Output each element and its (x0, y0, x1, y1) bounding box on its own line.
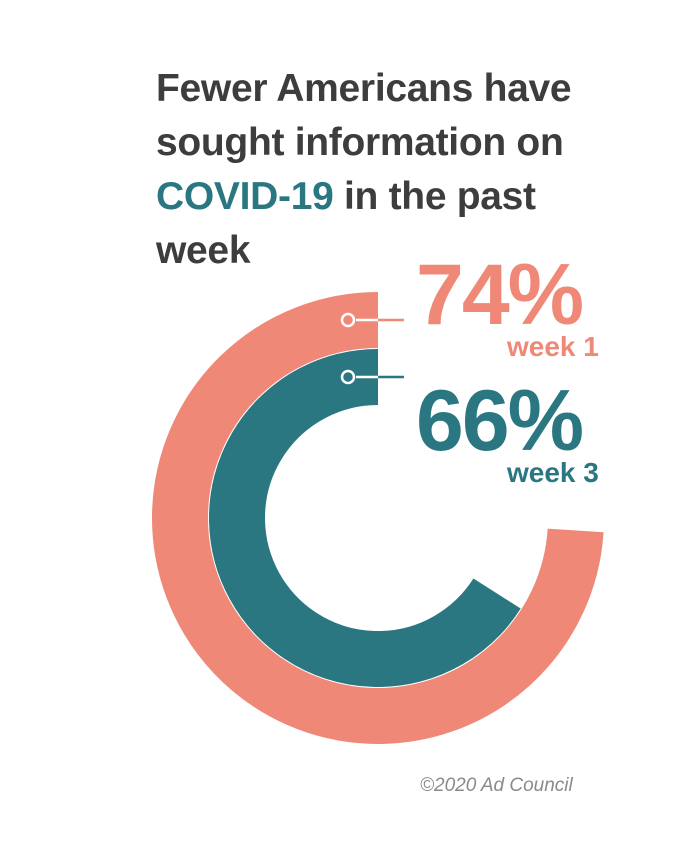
week-3-name-label: week 3 (507, 457, 599, 488)
copyright-credit: ©2020 Ad Council (420, 775, 573, 796)
title-line-4: week (156, 229, 251, 272)
week-3-arc (209, 349, 521, 687)
title-line-3: in the past (333, 175, 536, 218)
title-line-2: sought information on (156, 121, 564, 164)
week-3-leader (340, 369, 404, 385)
week-1-value-label: 74% (416, 247, 584, 343)
leader-marker (340, 369, 356, 385)
title-highlight: COVID-19 (156, 175, 334, 218)
leader-marker (340, 312, 356, 328)
week-1-name-label: week 1 (507, 331, 599, 362)
week-3-value-label: 66% (416, 373, 584, 469)
title-line-1: Fewer Americans have (156, 67, 572, 110)
week-1-arc (152, 292, 604, 744)
chart-title: Fewer Americans have sought information o… (156, 62, 656, 278)
week-1-leader (340, 312, 404, 328)
